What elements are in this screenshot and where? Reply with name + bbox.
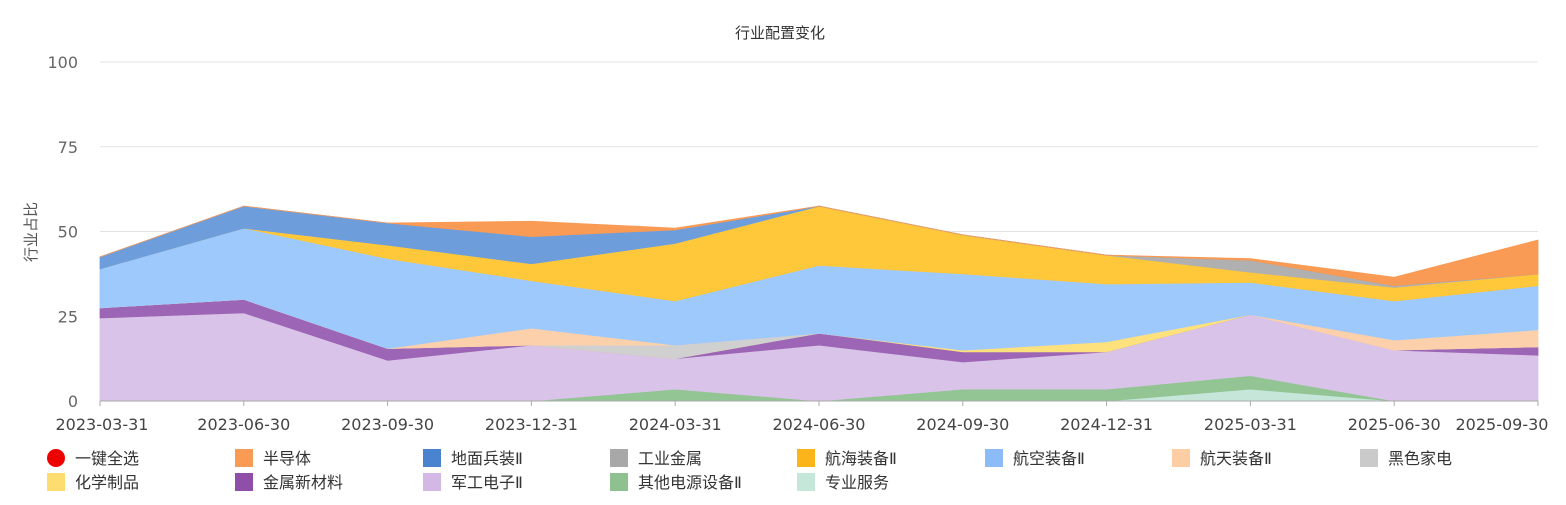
legend-swatch [423,473,441,491]
legend-label: 其他电源设备Ⅱ [638,473,742,492]
legend-swatch [423,449,441,467]
legend-item[interactable]: 航天装备Ⅱ [1172,449,1272,468]
x-tick-label: 2023-06-30 [197,415,290,434]
legend-swatch [235,473,253,491]
legend-swatch [610,449,628,467]
legend-item[interactable]: 地面兵装Ⅱ [423,449,523,468]
x-tick-label: 2024-06-30 [773,415,866,434]
legend-select-all[interactable]: 一键全选 [47,449,139,468]
chart-title: 行业配置变化 [735,24,825,42]
legend-swatch [985,449,1003,467]
legend-label: 军工电子Ⅱ [451,473,523,492]
legend-label: 金属新材料 [263,473,343,492]
legend-item[interactable]: 黑色家电 [1360,449,1452,468]
legend-swatch [610,473,628,491]
legend-item[interactable]: 专业服务 [797,473,889,492]
legend-label: 航空装备Ⅱ [1013,449,1085,468]
legend-item[interactable]: 半导体 [235,449,311,468]
y-tick-labels: 0 25 50 75 100 [47,53,78,411]
y-axis-label: 行业占比 [22,202,40,262]
legend-swatch [1172,449,1190,467]
x-tick-label: 2025-03-31 [1204,415,1297,434]
legend-item[interactable]: 金属新材料 [235,473,343,492]
x-tick-label: 2024-09-30 [916,415,1009,434]
select-all-icon [47,449,65,467]
legend-swatch [1360,449,1378,467]
x-tick-label: 2025-09-30 [1456,415,1549,434]
legend-item[interactable]: 化学制品 [47,473,139,492]
legend-swatch [797,449,815,467]
legend-label: 化学制品 [75,473,139,492]
legend-item[interactable]: 军工电子Ⅱ [423,473,523,492]
y-tick-label: 0 [68,392,78,411]
x-tick-label: 2023-03-31 [56,415,149,434]
legend-label: 半导体 [263,449,311,468]
legend-label: 工业金属 [638,449,702,468]
y-tick-label: 25 [58,307,78,326]
y-tick-label: 75 [58,138,78,157]
legend-item[interactable]: 航海装备Ⅱ [797,449,897,468]
legend-label: 地面兵装Ⅱ [451,449,523,468]
x-tick-label: 2024-12-31 [1060,415,1153,434]
legend-label: 专业服务 [825,473,889,492]
x-tick-label: 2025-06-30 [1348,415,1441,434]
legend-label: 一键全选 [75,449,139,468]
area-series-layer [99,205,1539,402]
y-tick-label: 50 [58,223,78,242]
legend-swatch [797,473,815,491]
x-tick-label: 2023-09-30 [341,415,434,434]
legend-item[interactable]: 航空装备Ⅱ [985,449,1085,468]
legend-item[interactable]: 其他电源设备Ⅱ [610,473,742,492]
legend-swatch [47,473,65,491]
legend-label: 黑色家电 [1388,449,1452,468]
legend-label: 航天装备Ⅱ [1200,449,1272,468]
x-tick-label: 2023-12-31 [485,415,578,434]
legend-swatch [235,449,253,467]
x-tick-labels: 2023-03-31 2023-06-30 2023-09-30 2023-12-31… [56,401,1549,434]
area-series-11[interactable] [99,205,1539,287]
legend-label: 航海装备Ⅱ [825,449,897,468]
x-tick-label: 2024-03-31 [629,415,722,434]
y-tick-label: 100 [47,53,78,72]
legend-item[interactable]: 工业金属 [610,449,702,468]
